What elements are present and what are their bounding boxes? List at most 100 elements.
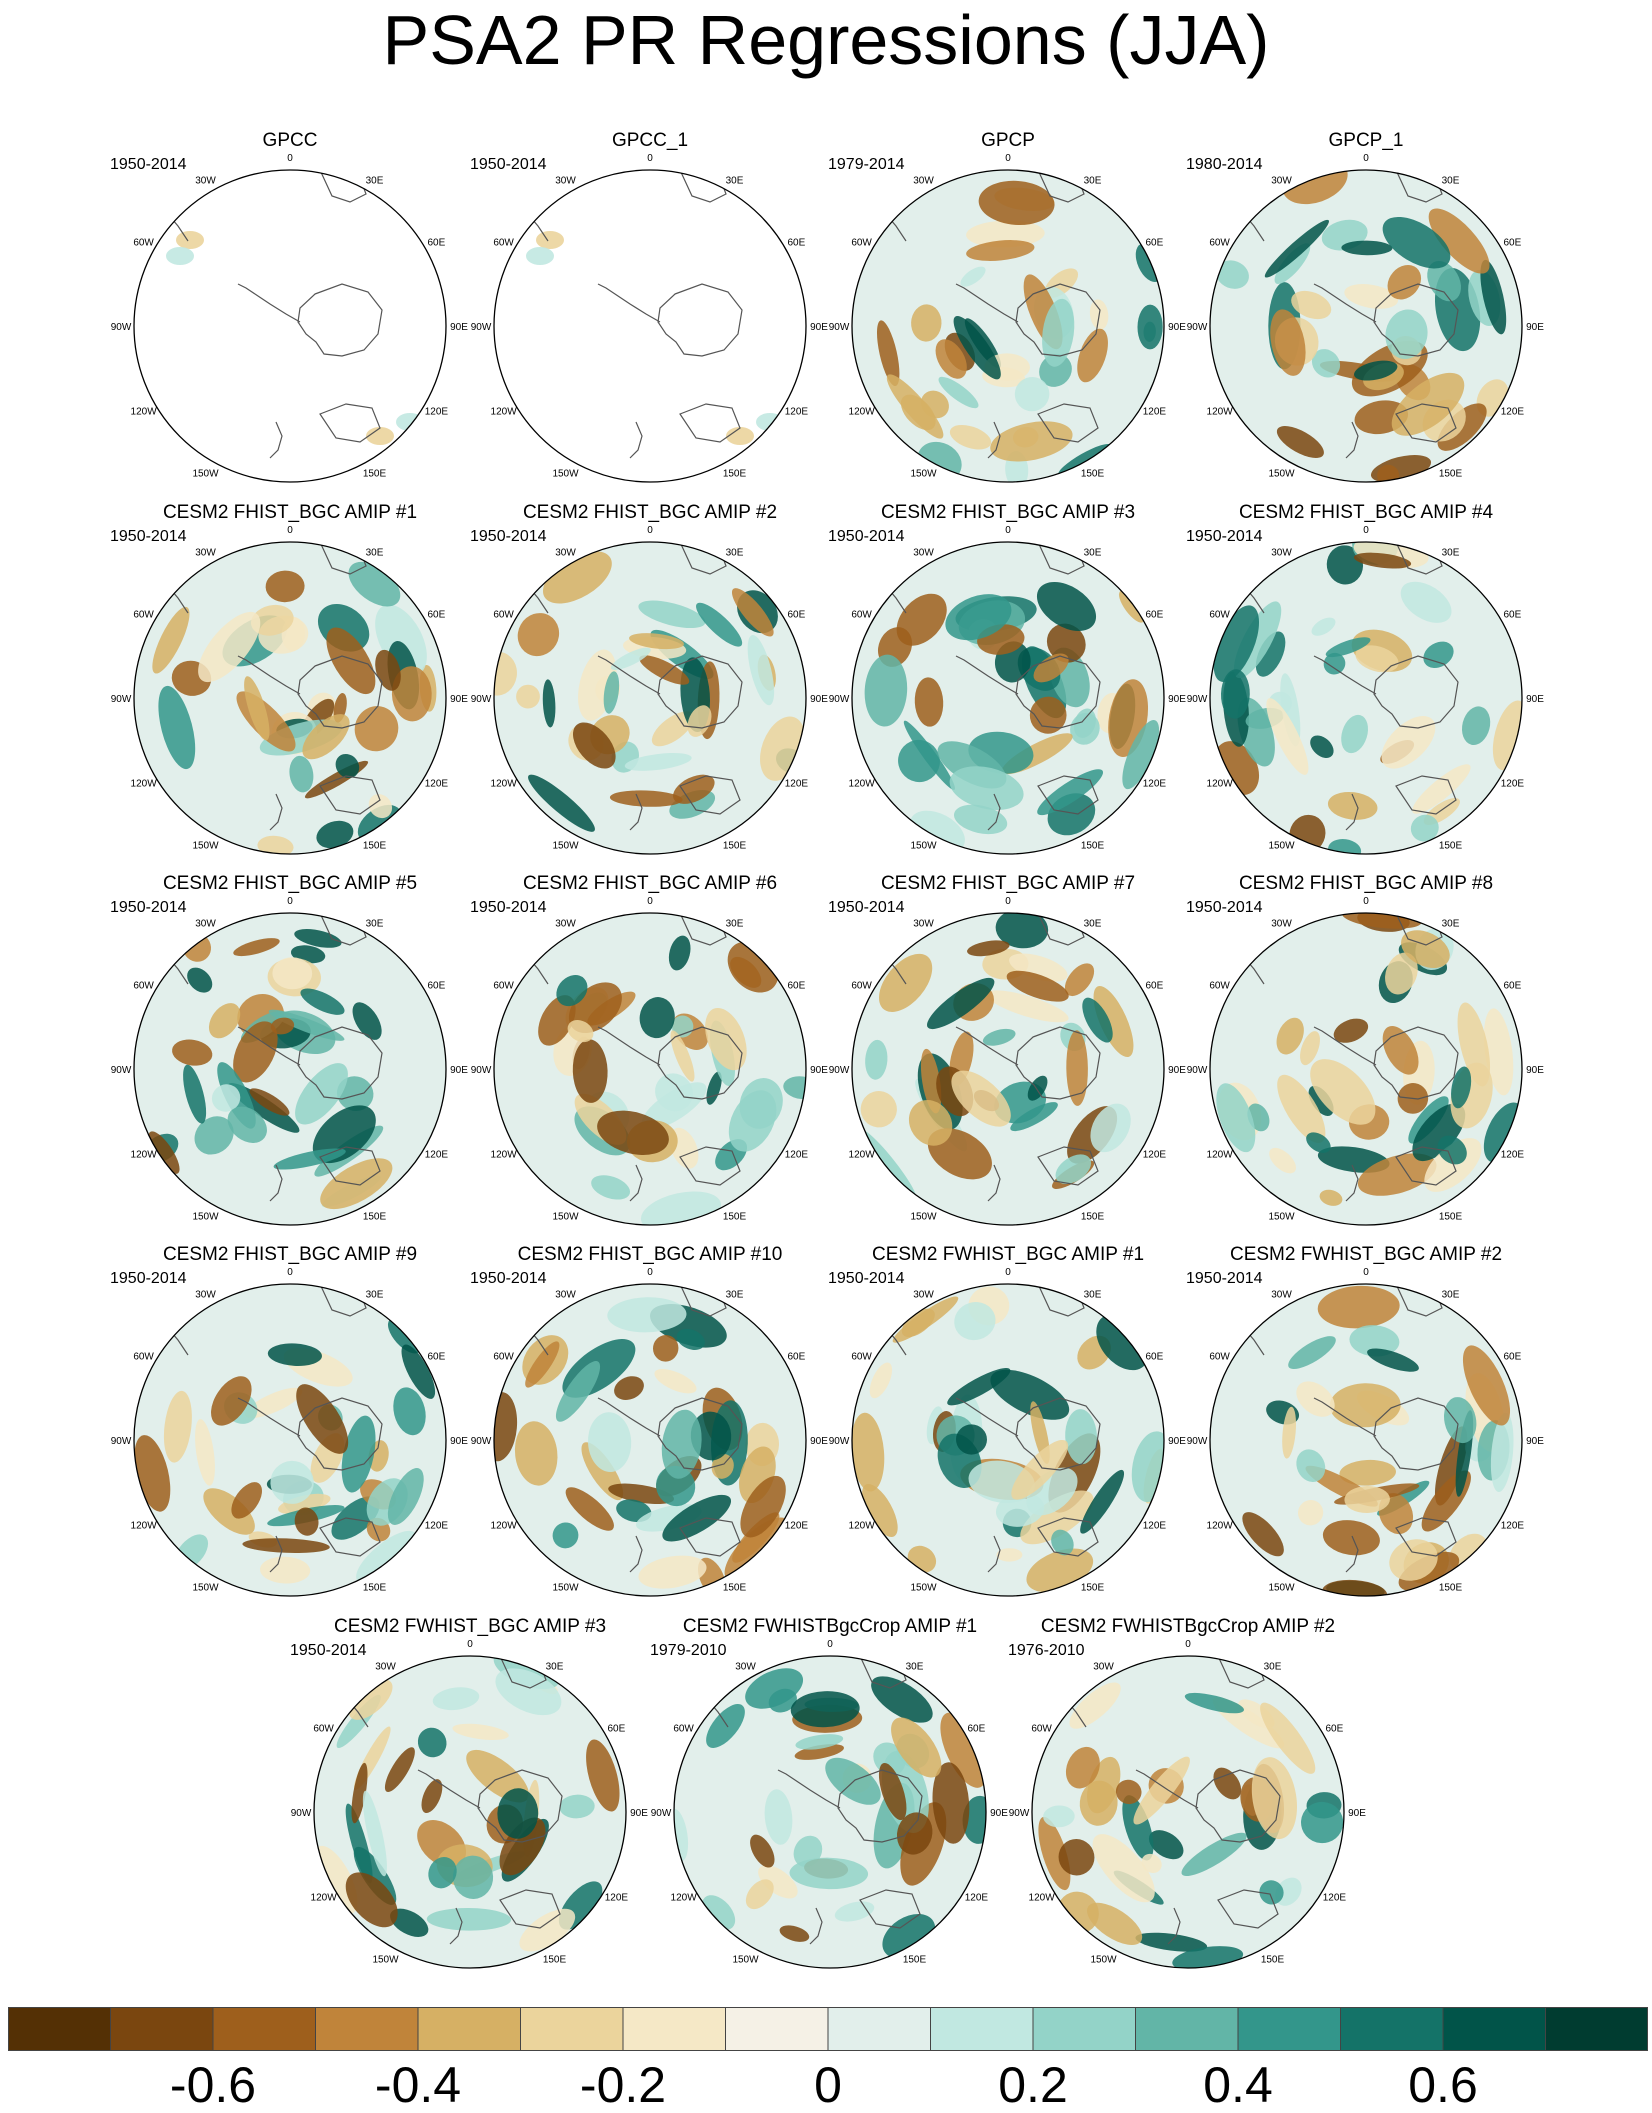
coastline-africa [679, 913, 727, 946]
coastline-nz [987, 1164, 1001, 1202]
longitude-label: 60W [313, 1724, 334, 1735]
longitude-label: 60E [788, 238, 806, 249]
longitude-label: 90E [810, 694, 828, 705]
anomaly-blob [514, 1421, 558, 1486]
longitude-label: 60E [788, 610, 806, 621]
longitude-label: 90E [810, 1065, 828, 1076]
longitude-label: 0 [1005, 1267, 1011, 1278]
anomaly-blob [790, 1691, 860, 1728]
map-panel: CESM2 FWHISTBgcCrop AMIP #2 1976-2010 0 30E… [1008, 1616, 1368, 1976]
longitude-label: 60E [428, 238, 446, 249]
longitude-label: 150E [1439, 840, 1463, 851]
longitude-label: 90W [829, 694, 850, 705]
anomaly-blob [1306, 1132, 1331, 1153]
coastline-africa [1037, 170, 1085, 203]
panel-title: CESM2 FWHIST_BGC AMIP #1 [871, 1244, 1145, 1265]
anomaly-blob [1412, 764, 1471, 814]
longitude-label: 120E [1143, 1150, 1167, 1161]
anomaly-blob [1325, 637, 1371, 658]
longitude-label: 60E [1504, 1352, 1522, 1363]
longitude-label: 60W [851, 981, 872, 992]
panel-year-range: 1979-2014 [828, 156, 905, 173]
anomaly-blob [1220, 669, 1250, 719]
longitude-label: 90W [291, 1808, 312, 1819]
longitude-label: 90E [1168, 1065, 1186, 1076]
coastline-africa [859, 1656, 907, 1689]
anomaly-blob [296, 1384, 349, 1454]
anomaly-blob [603, 671, 620, 714]
anomaly-blob [1291, 290, 1332, 320]
longitude-label: 120W [491, 1521, 518, 1532]
panel-title: GPCC [262, 130, 318, 151]
longitude-label: 90E [1526, 1436, 1544, 1447]
anomaly-blob [393, 1387, 426, 1436]
anomaly-blob [1424, 1138, 1482, 1192]
anomaly-blob [1042, 298, 1075, 367]
colorbar-swatch [213, 2007, 316, 2051]
longitude-label: 60W [133, 1352, 154, 1363]
panel-year-range: 1950-2014 [470, 156, 547, 173]
anomaly-blob [651, 711, 695, 747]
anomaly-blob [1184, 1692, 1244, 1714]
polar-map: 030E60E90E120E150E180150W120W90W60W30W [111, 896, 468, 1226]
longitude-label: 30E [726, 548, 744, 559]
anomaly-blob [341, 1415, 376, 1493]
longitude-label: 30W [1093, 1662, 1114, 1673]
anomaly-blob [320, 1158, 393, 1210]
anomaly-blob [876, 320, 900, 387]
anomaly-blob [158, 685, 196, 770]
longitude-label: 120W [1207, 1521, 1234, 1532]
anomaly-blob [1300, 1031, 1320, 1066]
panel-year-range: 1950-2014 [470, 899, 547, 916]
coastline-australia [679, 1517, 741, 1557]
anomaly-blob [996, 1548, 1023, 1562]
longitude-label: 60E [1146, 238, 1164, 249]
anomaly-blob [187, 967, 213, 993]
anomaly-blob [1148, 1830, 1184, 1860]
anomaly-blob [758, 1865, 798, 1899]
anomaly-blob [706, 1704, 745, 1748]
longitude-label: 90E [450, 694, 468, 705]
polar-map: 030E60E90E120E150E180150W120W90W60W30W [829, 1267, 1186, 1597]
anomaly-blob [432, 1687, 480, 1711]
anomaly-blob [1213, 605, 1260, 683]
coastline-peninsula [955, 283, 1019, 323]
longitude-label: 30W [375, 1662, 396, 1673]
coastline-africa [1037, 913, 1085, 946]
anomaly-blob [1280, 673, 1301, 747]
map-border [493, 169, 807, 483]
longitude-label: 90W [1187, 1065, 1208, 1076]
longitude-label: 150W [1090, 1954, 1117, 1965]
colorbar [8, 2007, 1648, 2051]
anomaly-blob [938, 376, 979, 409]
anomaly-blob [624, 752, 692, 771]
anomaly-blob [1010, 1102, 1058, 1132]
anomaly-blob [260, 1556, 311, 1584]
anomaly-blob [696, 602, 743, 647]
land-anomaly [396, 413, 424, 431]
anomaly-blob [1367, 1348, 1419, 1372]
coastline-peninsula [597, 283, 661, 323]
longitude-label: 30E [1442, 548, 1460, 559]
colorbar-swatch [1545, 2007, 1648, 2051]
longitude-label: 30E [366, 1290, 384, 1301]
anomaly-blob [1181, 1832, 1247, 1877]
longitude-label: 90W [471, 1065, 492, 1076]
anomaly-blob [1141, 1853, 1162, 1873]
coastline-peninsula [777, 1769, 841, 1809]
longitude-label: 90W [829, 1436, 850, 1447]
longitude-label: 0 [1005, 896, 1011, 907]
anomaly-blob [750, 1834, 775, 1868]
panel-year-range: 1980-2014 [1186, 156, 1263, 173]
anomaly-blob [1122, 1795, 1154, 1861]
anomaly-blob [1382, 1025, 1419, 1075]
map-panel: CESM2 FHIST_BGC AMIP #3 1950-2014 0 30E 60E 9… [828, 502, 1188, 862]
anomaly-blob [670, 1030, 695, 1082]
anomaly-blob [1389, 1539, 1438, 1581]
land-anomaly [176, 231, 204, 249]
colorbar-swatch [520, 2007, 624, 2051]
longitude-label: 90E [450, 1065, 468, 1076]
anomaly-blob [270, 1017, 295, 1035]
longitude-label: 150W [1268, 1211, 1295, 1222]
polar-map: 030E60E90E120E150E180150W120W90W60W30W [111, 525, 468, 855]
